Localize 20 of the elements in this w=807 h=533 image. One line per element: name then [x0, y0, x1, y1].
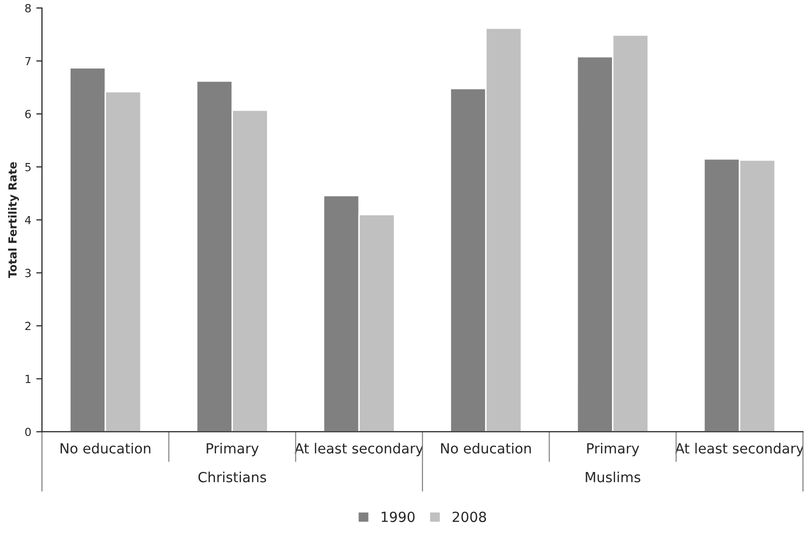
y-tick-label: 8 — [25, 4, 31, 12]
y-tick-label: 1 — [26, 374, 31, 383]
x-tick-label: Primary — [587, 442, 640, 456]
y-tick-label: 5 — [25, 163, 31, 172]
x-tick-label: At least secondary — [675, 442, 804, 456]
legend-label: 1990 — [382, 512, 415, 522]
y-tick-label: 4 — [25, 216, 31, 224]
x-tick-label: At least secondary — [294, 442, 424, 456]
y-axis-title: Total Fertility Rate — [8, 162, 19, 278]
y-tick-label: 7 — [25, 57, 31, 66]
y-tick-label: 2 — [25, 322, 30, 330]
y-tick-label: 6 — [25, 110, 31, 118]
legend-label: 2008 — [452, 512, 486, 522]
x-tick-label: Primary — [206, 442, 259, 456]
x-tick-label: No education — [441, 442, 531, 454]
y-tick-label: 3 — [25, 268, 31, 278]
y-tick-label: 0 — [25, 428, 31, 436]
text: Christians — [198, 472, 266, 482]
x-tick-label: No education — [60, 442, 150, 454]
text: Muslims — [586, 472, 640, 482]
